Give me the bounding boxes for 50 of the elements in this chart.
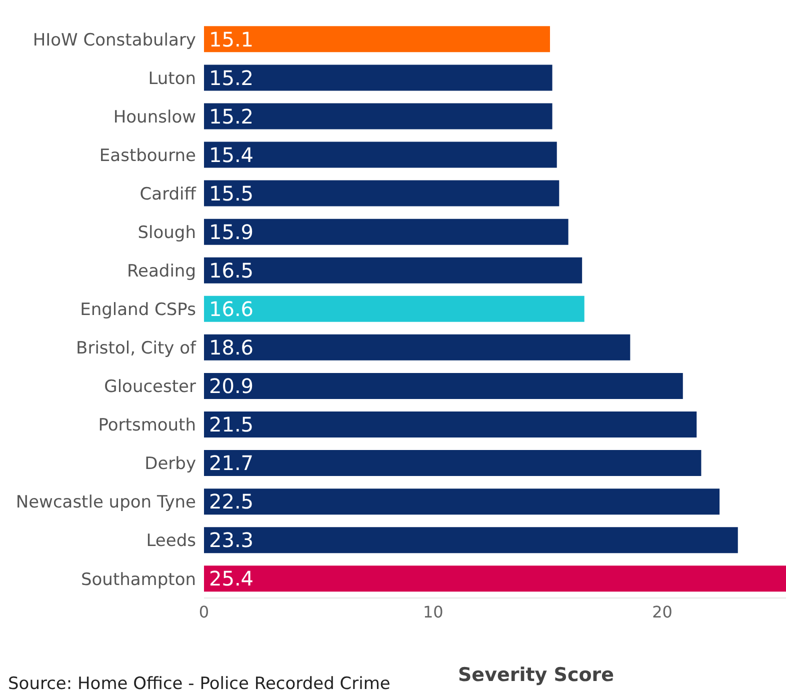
y-tick-label: Portsmouth (98, 416, 196, 436)
source-note: Source: Home Office - Police Recorded Crime (8, 674, 390, 694)
bar (204, 412, 697, 438)
bar (204, 372, 683, 399)
y-tick-label: Southampton (80, 570, 196, 590)
x-axis-title: Severity Score (458, 664, 614, 686)
bar (204, 64, 552, 91)
bar (204, 488, 720, 515)
x-tick-label: 20 (652, 602, 672, 622)
bar (204, 180, 560, 206)
bar (204, 450, 702, 476)
data-label: 20.9 (209, 374, 254, 398)
bar (204, 334, 630, 360)
data-label: 15.2 (209, 66, 254, 90)
data-label: 16.6 (209, 297, 254, 321)
data-label: 21.7 (209, 451, 254, 476)
data-label: 15.9 (209, 220, 254, 244)
bar (204, 26, 550, 52)
data-label: 23.3 (209, 528, 254, 552)
x-tick-label: 0 (198, 602, 210, 622)
x-tick-label: 10 (422, 602, 444, 622)
bar (204, 218, 568, 245)
data-label: 15.5 (209, 181, 254, 206)
data-label: 15.4 (209, 142, 254, 167)
y-tick-label: Luton (148, 68, 196, 89)
data-label: 15.1 (209, 27, 254, 52)
y-tick-label: Reading (126, 262, 196, 282)
data-label: 22.5 (209, 490, 254, 514)
bar (204, 566, 786, 592)
y-tick-label: Slough (138, 222, 196, 243)
bar (204, 103, 552, 130)
bar (204, 257, 582, 284)
y-tick-label: Newcastle upon Tyne (16, 492, 196, 513)
data-label: 16.5 (209, 258, 254, 282)
data-label: 15.2 (209, 104, 254, 128)
bar (204, 296, 584, 322)
y-tick-label: Gloucester (104, 377, 196, 398)
data-label: 18.6 (209, 336, 254, 360)
y-tick-label: Leeds (146, 531, 196, 552)
data-label: 25.4 (209, 566, 254, 591)
y-tick-label: England CSPs (80, 300, 196, 320)
bar (204, 142, 557, 168)
y-tick-label: Derby (144, 454, 196, 474)
y-tick-label: HIoW Constabulary (32, 30, 196, 50)
y-tick-label: Cardiff (140, 184, 198, 204)
bar (204, 527, 738, 554)
y-tick-label: Bristol, City of (76, 338, 197, 359)
data-label: 21.5 (209, 412, 254, 437)
y-tick-label: Eastbourne (99, 146, 196, 166)
y-tick-label: Hounslow (113, 107, 196, 128)
